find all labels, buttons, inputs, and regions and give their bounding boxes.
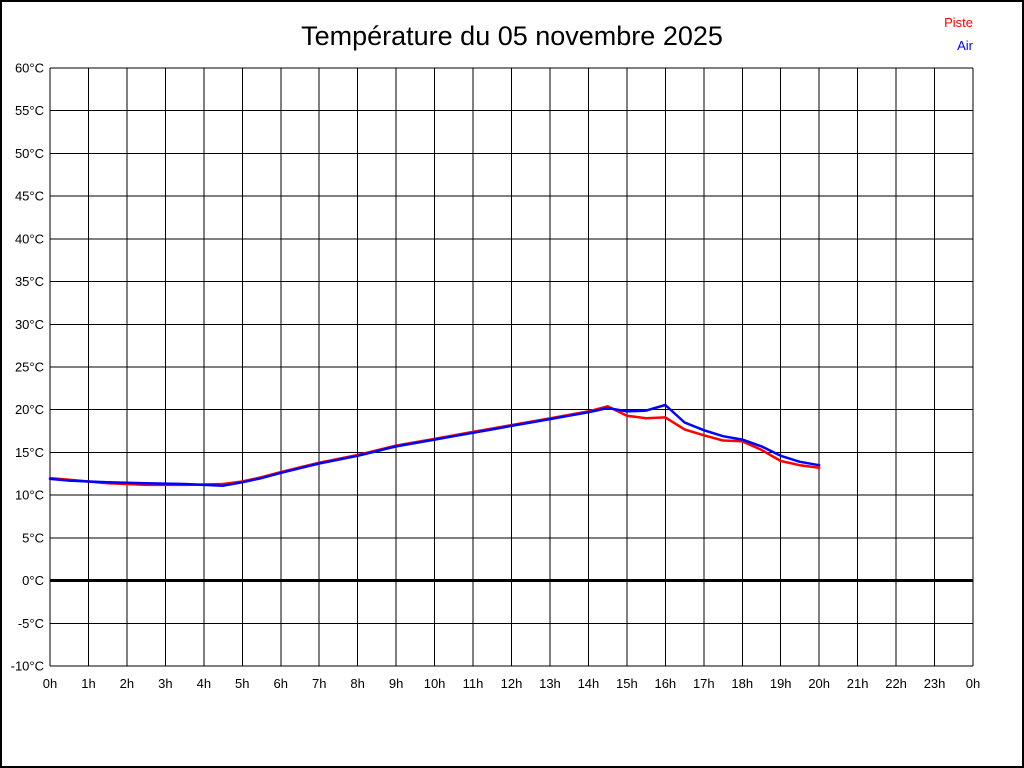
legend-item-piste: Piste (944, 15, 973, 30)
y-axis-tick-label: 30°C (15, 317, 44, 332)
y-axis-tick-label: 55°C (15, 103, 44, 118)
y-axis-tick-label: 45°C (15, 189, 44, 204)
x-axis-tick-label: 5h (235, 676, 249, 691)
x-axis-tick-label: 17h (693, 676, 715, 691)
y-axis-tick-label: -5°C (18, 616, 44, 631)
series-line-air (48, 403, 821, 487)
x-axis-tick-label: 20h (808, 676, 830, 691)
x-axis-tick-label: 1h (81, 676, 95, 691)
x-axis-tick-label: 18h (731, 676, 753, 691)
x-axis-tick-label: 12h (501, 676, 523, 691)
y-axis-tick-label: 40°C (15, 231, 44, 246)
x-axis-tick-label: 16h (654, 676, 676, 691)
y-axis-tick-label: 25°C (15, 360, 44, 375)
x-axis-tick-label: 3h (158, 676, 172, 691)
y-axis-tick-label: 5°C (22, 530, 44, 545)
x-axis-tick-label: 9h (389, 676, 403, 691)
x-axis-tick-label: 11h (463, 676, 484, 691)
x-axis-tick-label: 15h (616, 676, 638, 691)
x-axis-tick-label: 0h (966, 676, 980, 691)
chart-legend: Piste Air (944, 11, 973, 57)
chart-title: Température du 05 novembre 2025 (301, 21, 723, 51)
x-axis-tick-label: 13h (539, 676, 561, 691)
x-axis-tick-label: 6h (274, 676, 288, 691)
x-axis-tick-label: 8h (350, 676, 364, 691)
x-axis-tick-label: 23h (924, 676, 946, 691)
x-axis-tick-label: 10h (424, 676, 446, 691)
y-axis-tick-label: 10°C (15, 488, 44, 503)
x-axis-tick-label: 7h (312, 676, 326, 691)
y-axis-tick-label: -10°C (11, 659, 44, 674)
legend-item-air: Air (957, 38, 973, 53)
y-axis-tick-label: 50°C (15, 146, 44, 161)
x-axis-tick-label: 0h (43, 676, 57, 691)
x-axis-tick-label: 14h (578, 676, 600, 691)
y-axis-tick-label: 60°C (15, 61, 44, 76)
x-axis-tick-label: 19h (770, 676, 792, 691)
y-axis-tick-label: 0°C (22, 573, 44, 588)
y-axis-tick-label: 20°C (15, 402, 44, 417)
x-axis-tick-label: 21h (847, 676, 869, 691)
x-axis-tick-label: 22h (885, 676, 907, 691)
y-axis-tick-label: 35°C (15, 274, 44, 289)
x-axis-tick-label: 2h (120, 676, 134, 691)
y-axis-tick-label: 15°C (15, 445, 44, 460)
x-axis-tick-label: 4h (197, 676, 211, 691)
